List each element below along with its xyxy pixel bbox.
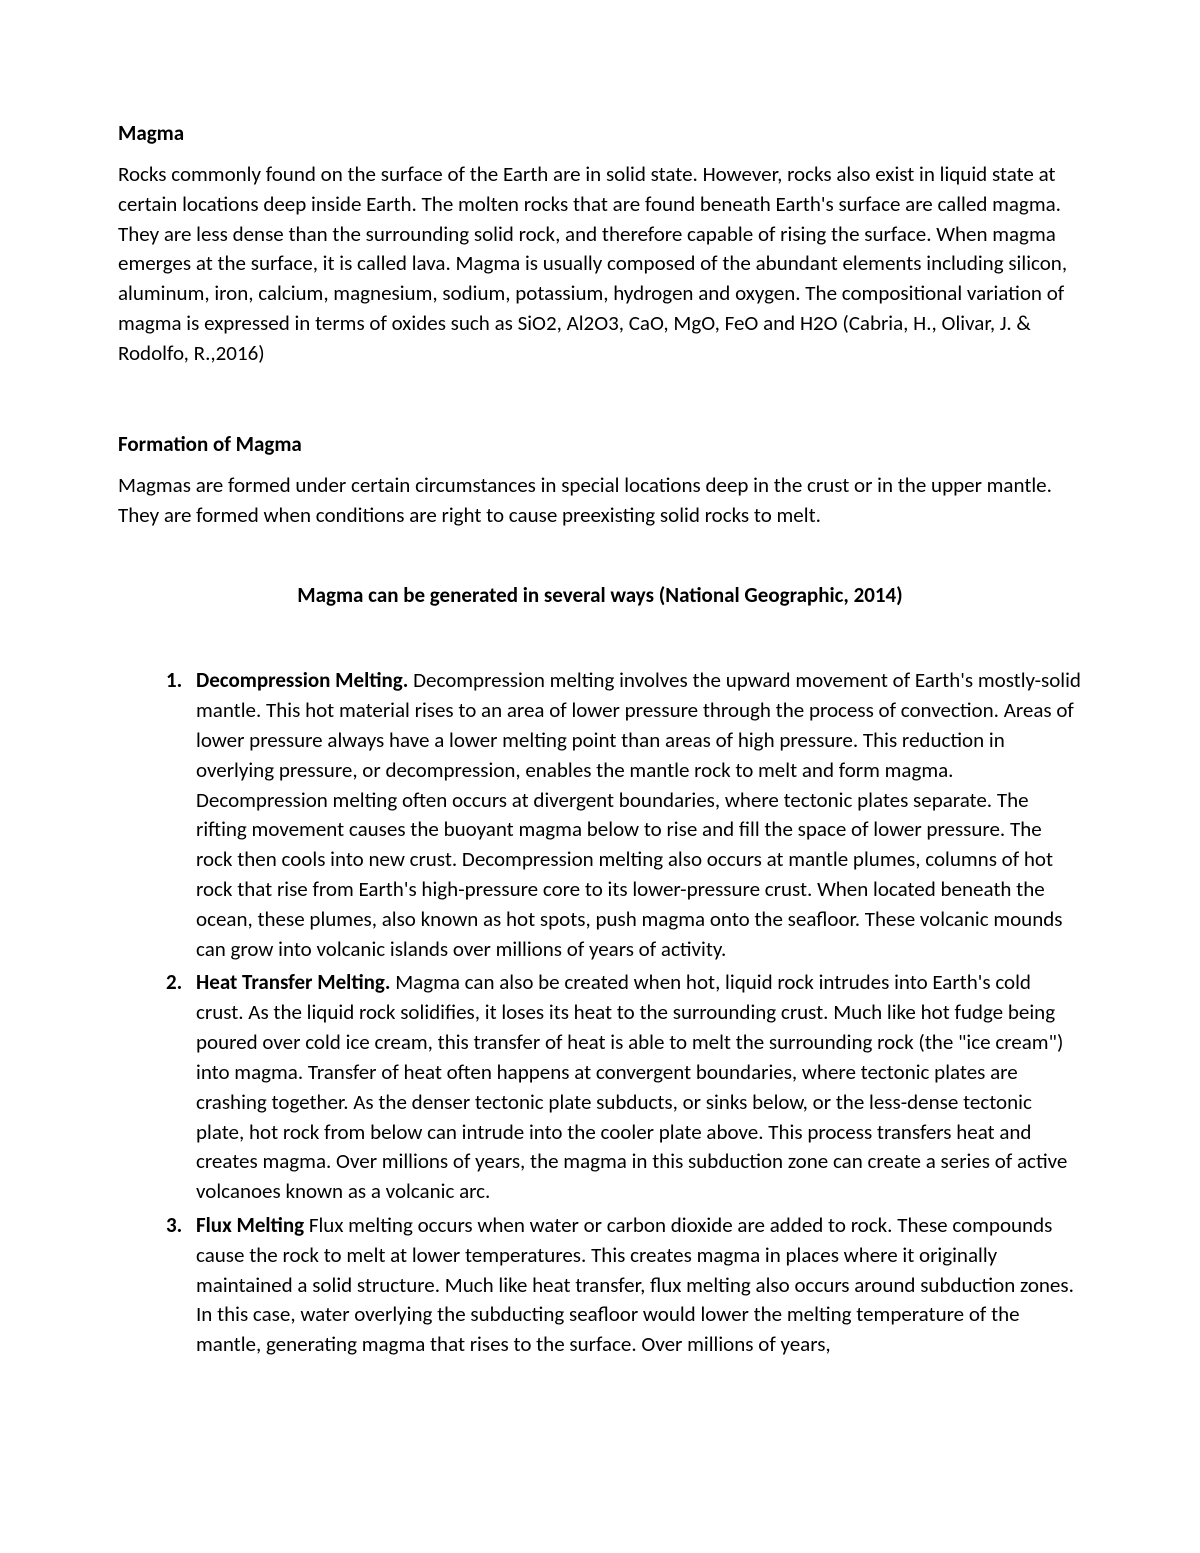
list-item: Heat Transfer Melting. Magma can also be… [166, 968, 1082, 1207]
section-gap [118, 383, 1082, 431]
list-item-title: Flux Melting [196, 1212, 309, 1238]
ordered-list-magma-generation: Decompression Melting. Decompression mel… [118, 666, 1082, 1360]
heading-formation: Formation of Magma [118, 431, 1082, 457]
list-item-body: Magma can also be created when hot, liqu… [196, 969, 1067, 1204]
heading-magma: Magma [118, 120, 1082, 146]
list-item-title: Heat Transfer Melting. [196, 969, 395, 995]
list-item: Decompression Melting. Decompression mel… [166, 666, 1082, 964]
paragraph-magma-intro: Rocks commonly found on the surface of t… [118, 160, 1082, 369]
document-page: Magma Rocks commonly found on the surfac… [0, 0, 1200, 1553]
list-item-body: Flux melting occurs when water or carbon… [196, 1212, 1074, 1357]
list-item: Flux Melting Flux melting occurs when wa… [166, 1211, 1082, 1360]
paragraph-formation-intro: Magmas are formed under certain circumst… [118, 471, 1082, 531]
heading-generation-ways: Magma can be generated in several ways (… [118, 582, 1082, 608]
list-item-title: Decompression Melting. [196, 667, 413, 693]
list-item-body: Decompression melting involves the upwar… [196, 667, 1081, 961]
